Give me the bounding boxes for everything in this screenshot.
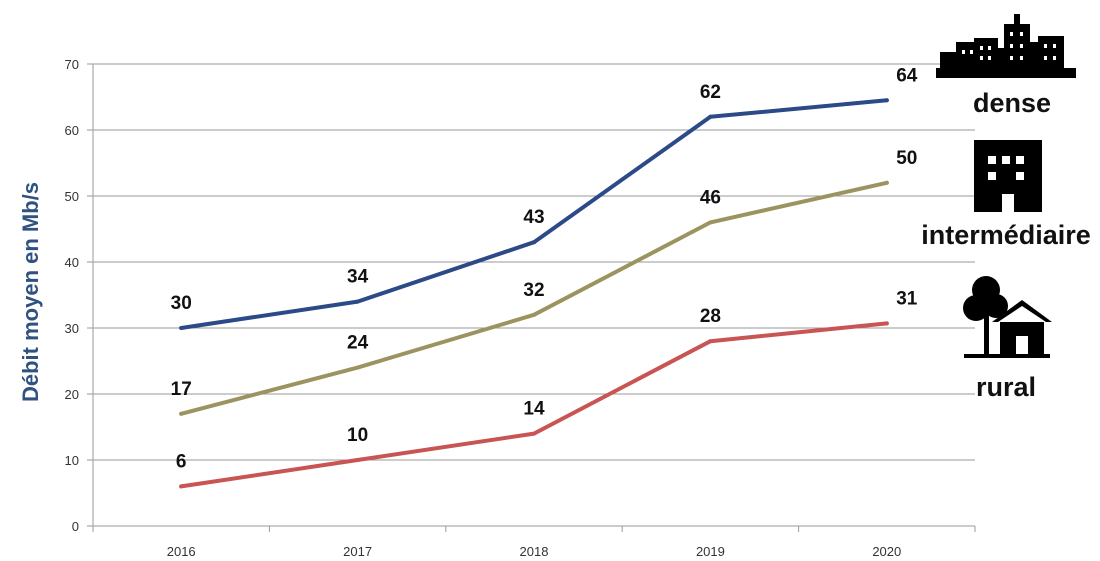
data-label: 24	[347, 333, 369, 354]
legend: dense intermédiaire rural	[921, 14, 1091, 402]
y-axis-label: Débit moyen en Mb/s	[18, 182, 43, 402]
x-tick-label: 2017	[343, 544, 372, 559]
legend-label-rural: rural	[976, 372, 1036, 402]
data-label: 46	[700, 187, 721, 208]
data-labels: 30 34 43 62 64 17 24 32 46 50 6 10 14 28 31	[171, 65, 918, 472]
data-point	[179, 411, 184, 416]
x-tick-label: 2016	[167, 544, 196, 559]
y-tick-label: 40	[65, 255, 79, 270]
x-tick-label: 2018	[520, 544, 549, 559]
y-tick-label: 20	[65, 387, 79, 402]
data-point	[708, 220, 713, 225]
data-point	[708, 114, 713, 119]
x-tick-label: 2020	[872, 544, 901, 559]
data-label: 43	[523, 207, 544, 228]
data-label: 10	[347, 425, 368, 446]
y-tick-label: 30	[65, 321, 79, 336]
data-label: 34	[347, 267, 369, 288]
data-label: 32	[523, 280, 544, 301]
data-label: 6	[176, 451, 187, 472]
series-lines	[179, 98, 889, 489]
data-label: 31	[896, 288, 918, 309]
y-tick-label: 70	[65, 57, 79, 72]
x-tick-labels: 2016 2017 2018 2019 2020	[167, 544, 902, 559]
data-point	[179, 484, 184, 489]
y-tick-label: 60	[65, 123, 79, 138]
data-label: 14	[523, 399, 545, 420]
y-tick-label: 50	[65, 189, 79, 204]
data-point	[884, 180, 889, 185]
y-tick-label: 0	[72, 519, 79, 534]
data-point	[532, 312, 536, 317]
data-point	[532, 240, 536, 245]
y-tick-labels: 0 10 20 30 40 50 60 70	[65, 57, 79, 534]
legend-label-intermediaire: intermédiaire	[921, 220, 1091, 250]
data-label: 62	[700, 82, 721, 103]
data-point	[884, 321, 889, 326]
data-label: 50	[896, 148, 917, 169]
y-tick-label: 10	[65, 453, 79, 468]
x-tick-label: 2019	[696, 544, 725, 559]
axes	[92, 64, 975, 527]
data-point	[532, 431, 536, 436]
house-tree-icon	[963, 276, 1052, 358]
data-label: 17	[171, 379, 192, 400]
data-point	[884, 98, 889, 103]
apartment-building-icon	[974, 140, 1042, 212]
data-point	[355, 365, 360, 370]
data-label: 64	[896, 65, 918, 86]
legend-label-dense: dense	[973, 88, 1051, 118]
data-point	[355, 458, 360, 462]
data-point	[355, 299, 360, 304]
data-point	[179, 326, 184, 330]
data-point	[708, 339, 713, 344]
data-label: 30	[171, 293, 192, 314]
city-skyline-icon	[936, 14, 1076, 78]
data-label: 28	[700, 306, 721, 327]
